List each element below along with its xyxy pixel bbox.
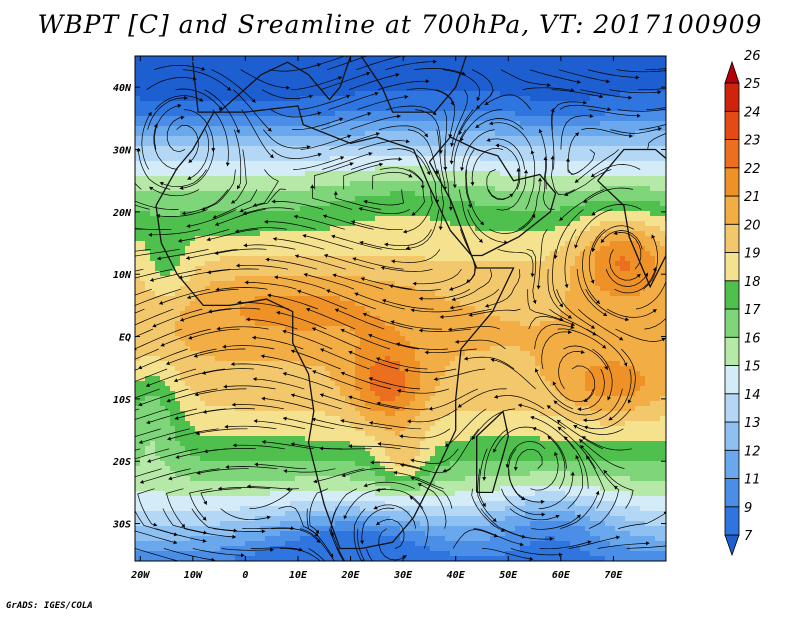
chart-title: WBPT [C] and Sreamline at 700hPa, VT: 20… [37, 10, 763, 39]
colorbar-label: 21 [744, 190, 761, 205]
colorbar-label: 9 [744, 501, 752, 516]
coast-europe [192, 56, 352, 113]
colorbar-label: 20 [744, 218, 761, 233]
colorbar-min-triangle [724, 534, 740, 557]
colorbar: 7 9 11 12 13 14 15 16 17 18 19 20 21 22 23 24 25 26 [724, 49, 761, 557]
y-tick-label: 10S [113, 395, 131, 406]
x-tick-label: 50E [499, 570, 518, 581]
colorbar-swatch [724, 421, 740, 451]
colorbar-swatch [724, 252, 740, 282]
colorbar-swatch [724, 110, 740, 140]
x-tick-label: 70E [604, 570, 623, 581]
coast-india [597, 148, 666, 289]
colorbar-swatch [724, 308, 740, 338]
x-tick-label: 40E [447, 570, 466, 581]
coast-africa [155, 105, 515, 550]
x-tick-label: 0 [242, 570, 248, 581]
colorbar-swatch [724, 478, 740, 508]
y-axis: 40N 30N 20N 10N EQ 10S 20S 30S [112, 83, 666, 531]
colorbar-label: 7 [744, 529, 753, 544]
x-tick-label: 20W [130, 570, 150, 581]
y-tick-label: 40N [113, 83, 132, 94]
y-tick-label: 30N [112, 146, 132, 157]
x-tick-label: 60E [552, 570, 571, 581]
y-tick-label: 30S [112, 520, 131, 531]
colorbar-label: 16 [744, 331, 761, 346]
credit-text: GrADS: IGES/COLA [6, 601, 93, 611]
x-tick-label: 30E [393, 570, 413, 581]
colorbar-label: 15 [744, 360, 761, 375]
x-axis: 20W 10W 0 10E 20E 30E 40E 50E 60E 70E [130, 56, 623, 581]
colorbar-label: 17 [744, 303, 761, 318]
colorbar-label: 23 [744, 134, 761, 149]
colorbar-swatch [724, 167, 740, 197]
colorbar-swatch [724, 449, 740, 479]
colorbar-swatch [724, 365, 740, 395]
colorbar-swatch [724, 139, 740, 169]
y-tick-label: EQ [119, 333, 131, 344]
colorbar-label: 14 [744, 388, 761, 403]
colorbar-label: 25 [744, 77, 761, 92]
colorbar-label: 26 [744, 49, 761, 64]
coast-madagascar [476, 410, 509, 494]
y-tick-label: 10N [113, 270, 132, 281]
colorbar-max-triangle [724, 60, 740, 84]
colorbar-swatch [724, 336, 740, 366]
colorbar-label: 19 [744, 247, 761, 262]
colorbar-swatch [724, 195, 740, 225]
colorbar-swatch [724, 506, 740, 536]
y-tick-label: 20S [112, 457, 131, 468]
colorbar-label: 22 [744, 162, 761, 177]
plot-frame [134, 55, 667, 562]
colorbar-swatch [724, 223, 740, 253]
colorbar-label: 11 [744, 473, 761, 488]
colorbar-label: 24 [744, 105, 761, 120]
colorbar-swatch [724, 393, 740, 423]
colorbar-swatch [724, 280, 740, 310]
colorbar-label: 13 [744, 416, 761, 431]
coast-arabia [428, 136, 557, 257]
streamlines [135, 56, 666, 561]
x-tick-label: 20E [341, 570, 361, 581]
coast-anatolia [360, 56, 467, 113]
coastlines [155, 56, 666, 550]
colorbar-swatch [724, 82, 740, 112]
colorbar-label: 12 [744, 444, 761, 459]
x-tick-label: 10E [289, 570, 308, 581]
colorbar-label: 18 [744, 275, 761, 290]
x-tick-label: 10W [184, 570, 203, 581]
y-tick-label: 20N [112, 208, 132, 219]
